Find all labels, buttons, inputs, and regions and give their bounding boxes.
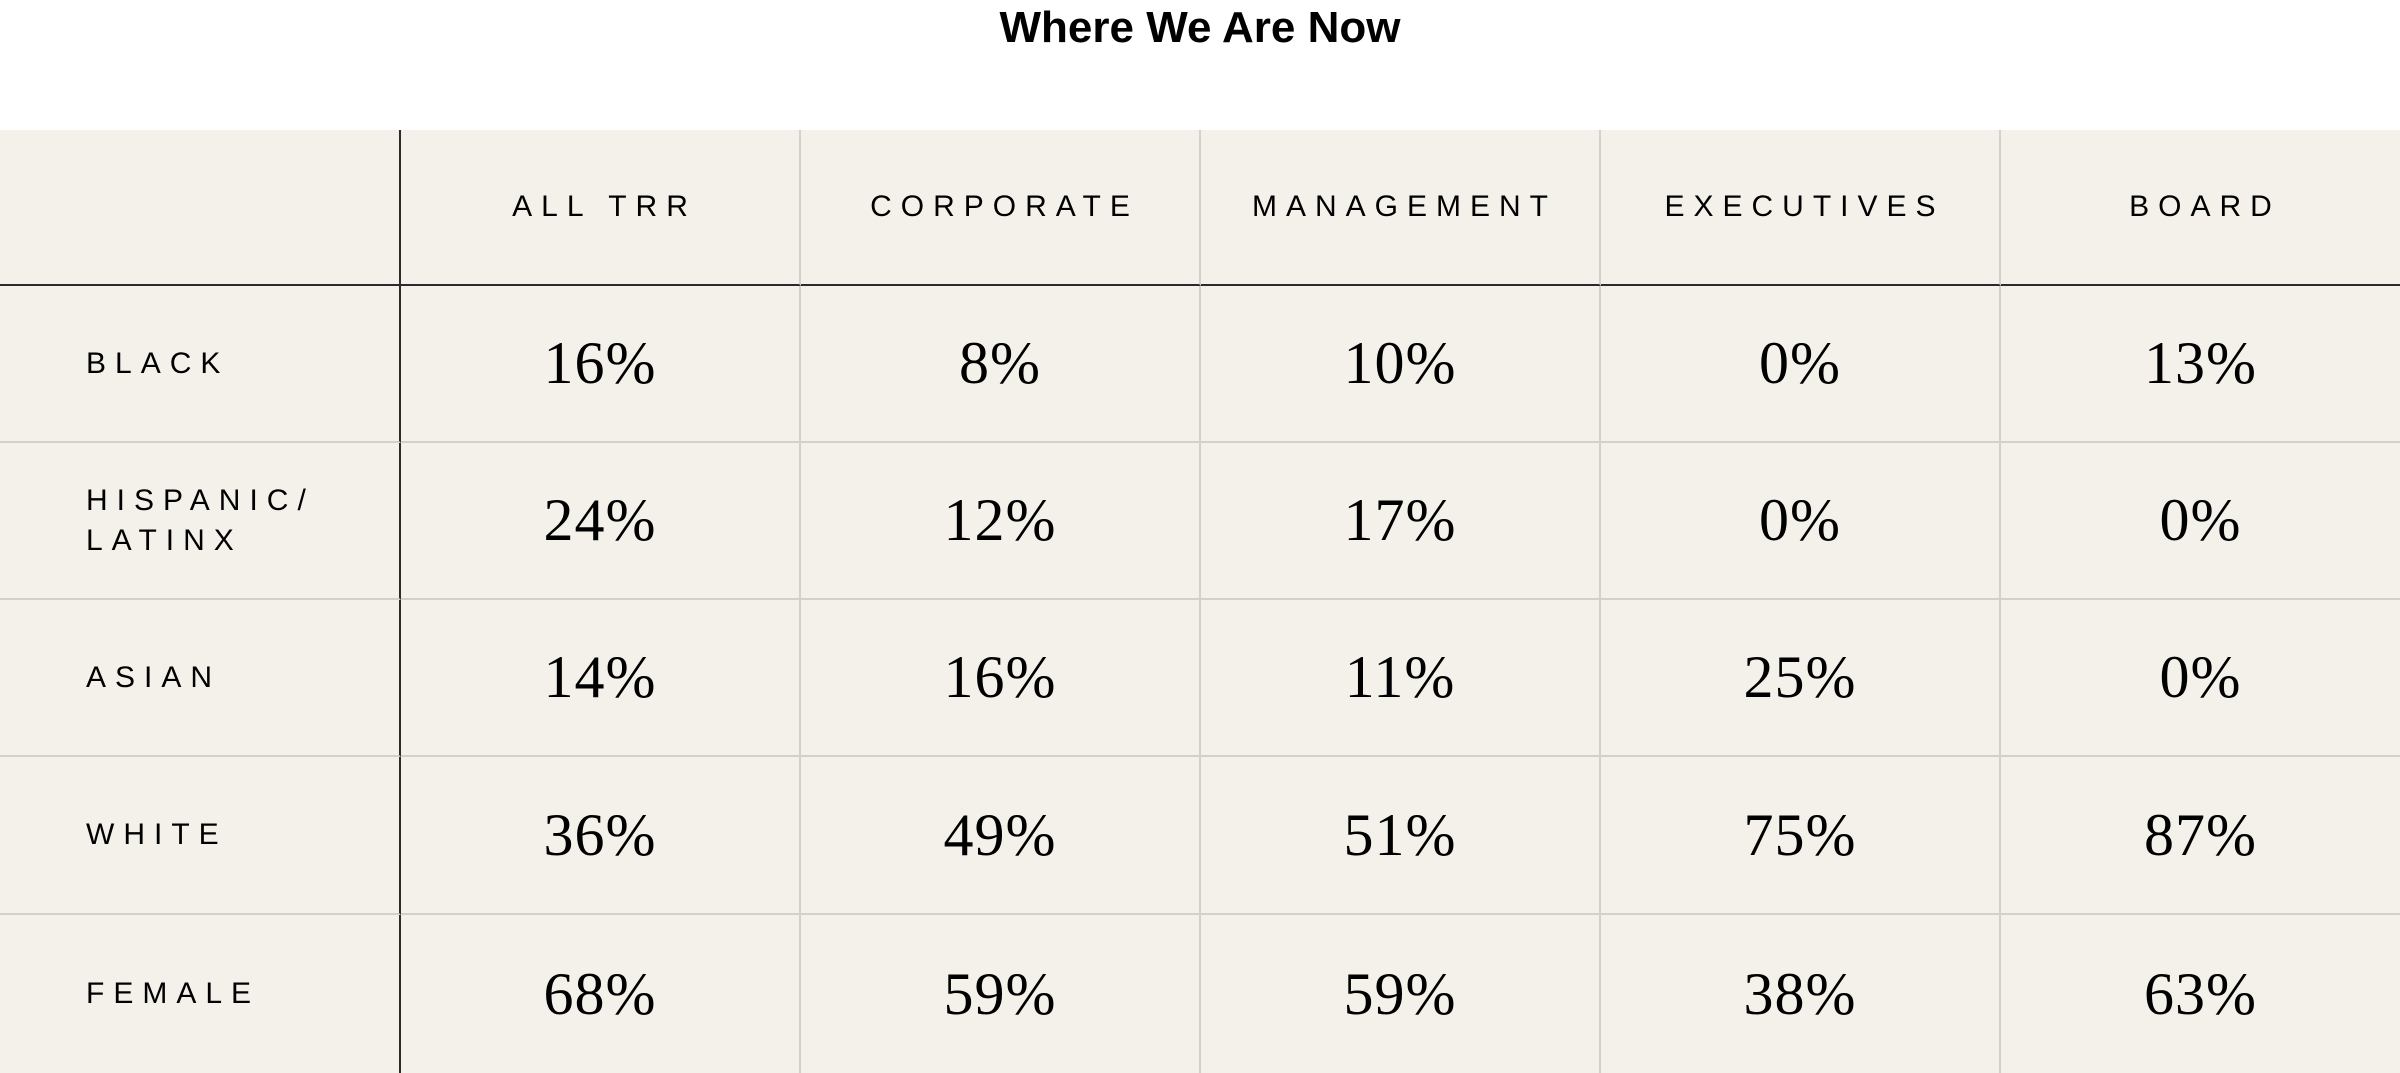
table-cell: 11%: [1201, 600, 1601, 757]
table-cell: 0%: [2001, 600, 2400, 757]
table-cell: 8%: [801, 286, 1201, 443]
cell-value: 0%: [2159, 487, 2242, 553]
table-cell: 16%: [401, 286, 801, 443]
column-header-all-trr: ALL TRR: [401, 130, 801, 286]
column-header-management: MANAGEMENT: [1201, 130, 1601, 286]
cell-value: 0%: [2159, 644, 2242, 710]
table-cell: 49%: [801, 757, 1201, 915]
cell-value: 59%: [1343, 960, 1457, 1027]
cell-value: 8%: [959, 330, 1041, 396]
column-header-label: CORPORATE: [870, 190, 1139, 223]
table-cell: 75%: [1601, 757, 2001, 915]
table-cell: 38%: [1601, 915, 2001, 1073]
table-cell: 36%: [401, 757, 801, 915]
row-header-label: HISPANIC/ LATINX: [86, 483, 315, 557]
table-cell: 51%: [1201, 757, 1601, 915]
column-header-board: BOARD: [2001, 130, 2400, 286]
table-cell: 87%: [2001, 757, 2400, 915]
table-cell: 0%: [1601, 443, 2001, 600]
row-header-label: BLACK: [86, 346, 230, 380]
table-cell: 68%: [401, 915, 801, 1073]
cell-value: 24%: [543, 487, 657, 553]
cell-value: 38%: [1743, 960, 1857, 1027]
cell-value: 25%: [1743, 644, 1857, 710]
cell-value: 11%: [1344, 644, 1456, 710]
row-header-black: BLACK: [0, 286, 401, 443]
table-cell: 10%: [1201, 286, 1601, 443]
cell-value: 59%: [943, 960, 1057, 1027]
table-cell: 0%: [1601, 286, 2001, 443]
cell-value: 36%: [543, 801, 657, 868]
column-header-executives: EXECUTIVES: [1601, 130, 2001, 286]
cell-value: 14%: [543, 644, 657, 710]
cell-value: 17%: [1343, 487, 1457, 553]
column-header-label: ALL TRR: [512, 190, 697, 223]
cell-value: 12%: [943, 487, 1057, 553]
cell-value: 0%: [1759, 487, 1841, 553]
cell-value: 75%: [1743, 801, 1857, 868]
row-header-asian: ASIAN: [0, 600, 401, 757]
row-header-white: WHITE: [0, 757, 401, 915]
cell-value: 13%: [2144, 330, 2257, 396]
cell-value: 87%: [2144, 801, 2257, 868]
row-header-label: ASIAN: [86, 660, 222, 694]
column-header-label: MANAGEMENT: [1251, 190, 1557, 223]
row-header-female: FEMALE: [0, 915, 401, 1073]
cell-value: 49%: [943, 801, 1057, 868]
data-table: ALL TRR CORPORATE MANAGEMENT EXECUTIVES …: [0, 130, 2400, 1073]
cell-value: 10%: [1343, 330, 1457, 396]
table-cell: 59%: [801, 915, 1201, 1073]
table-title: Where We Are Now: [999, 3, 1401, 52]
row-header-label: FEMALE: [86, 977, 261, 1010]
column-header-label: BOARD: [2129, 190, 2281, 223]
table-cell: 59%: [1201, 915, 1601, 1073]
column-header-corporate: CORPORATE: [801, 130, 1201, 286]
table-cell: 17%: [1201, 443, 1601, 600]
cell-value: 0%: [1759, 330, 1841, 396]
row-header-label: WHITE: [86, 818, 228, 851]
table-cell: 14%: [401, 600, 801, 757]
column-header-label: EXECUTIVES: [1664, 190, 1945, 223]
corner-cell: [0, 130, 401, 286]
table-cell: 25%: [1601, 600, 2001, 757]
table-cell: 12%: [801, 443, 1201, 600]
cell-value: 68%: [543, 960, 657, 1027]
row-header-hispanic-latinx: HISPANIC/ LATINX: [0, 443, 401, 600]
cell-value: 16%: [543, 330, 657, 396]
table-cell: 24%: [401, 443, 801, 600]
table-cell: 13%: [2001, 286, 2400, 443]
cell-value: 16%: [943, 644, 1057, 710]
table-cell: 16%: [801, 600, 1201, 757]
table-cell: 0%: [2001, 443, 2400, 600]
cell-value: 51%: [1343, 801, 1457, 868]
table-cell: 63%: [2001, 915, 2400, 1073]
cell-value: 63%: [2144, 960, 2257, 1027]
